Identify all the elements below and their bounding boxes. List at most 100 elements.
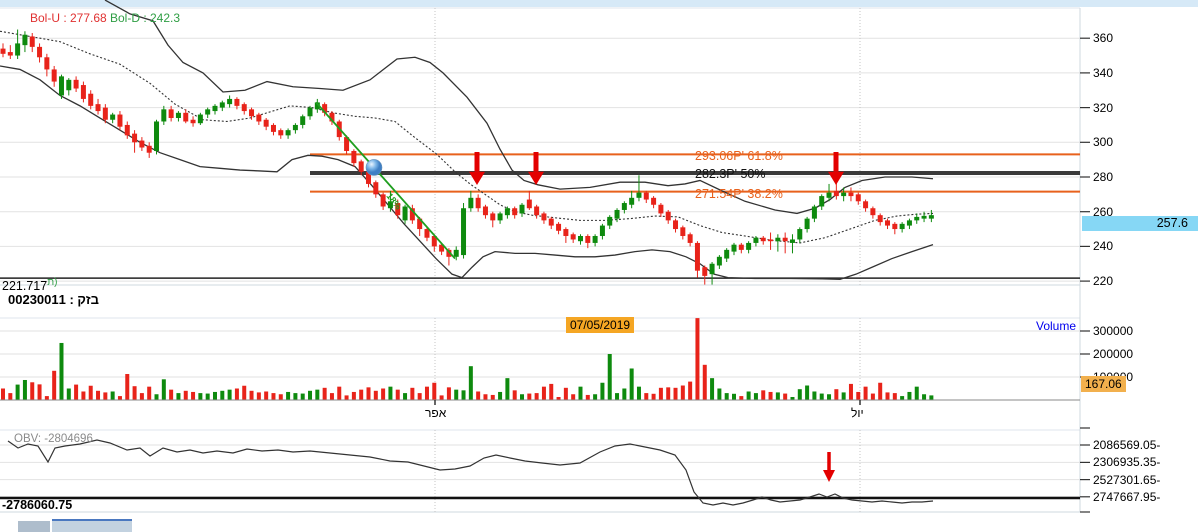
volume-bar	[658, 387, 663, 400]
candle-body	[402, 206, 408, 221]
candle-body	[197, 114, 203, 124]
volume-bar	[212, 391, 217, 400]
candle-body	[841, 192, 847, 197]
candle-body	[819, 196, 825, 207]
candle-body	[117, 114, 123, 127]
candle-body	[351, 150, 357, 164]
candle-body	[234, 98, 240, 106]
volume-bar	[746, 391, 751, 400]
candle-body	[599, 225, 605, 236]
candle-body	[526, 199, 532, 209]
window-corner-fragment[interactable]	[18, 521, 50, 532]
price-axis-label: 320	[1093, 100, 1114, 115]
candle-body	[387, 201, 393, 209]
volume-bar	[761, 390, 766, 400]
volume-bar	[337, 386, 342, 400]
volume-bar	[527, 393, 532, 400]
volume-bar	[329, 393, 334, 400]
candle-body	[848, 192, 854, 197]
volume-bar	[929, 395, 934, 400]
volume-bar	[278, 394, 283, 400]
volume-bar	[812, 391, 817, 400]
candle-body	[811, 206, 817, 219]
volume-bar	[585, 394, 590, 400]
candle-body	[804, 218, 810, 230]
obv-axis-label: 2527301.65-	[1093, 472, 1161, 487]
volume-bar	[234, 388, 239, 400]
volume-bar	[117, 396, 122, 400]
trend-ball-marker[interactable]	[365, 159, 383, 176]
volume-bar	[59, 342, 64, 400]
bollinger-band-line	[0, 65, 934, 281]
candle-body	[621, 203, 627, 210]
candle-body	[175, 112, 181, 119]
volume-bar	[154, 394, 159, 400]
candle-body	[263, 119, 269, 127]
volume-bar	[834, 389, 839, 400]
obv-line	[7, 439, 934, 506]
candle-body	[497, 213, 503, 221]
candle-body	[322, 104, 328, 113]
scrollbar-fragment[interactable]	[52, 519, 132, 532]
candle-body	[746, 242, 752, 250]
volume-bar	[805, 385, 810, 400]
candle-body	[212, 105, 218, 112]
volume-bar	[103, 392, 108, 400]
volume-bar	[359, 389, 364, 400]
volume-bar	[541, 386, 546, 400]
last-price-value: 257.6	[1156, 216, 1188, 230]
candle-body	[914, 216, 920, 221]
candle-body	[249, 109, 255, 117]
support-suffix: ת)	[47, 277, 58, 288]
trend-line[interactable]	[315, 101, 456, 260]
volume-bar	[96, 390, 101, 400]
candle-body	[256, 114, 262, 122]
candle-body	[146, 145, 152, 153]
candle-body	[395, 203, 401, 216]
volume-bar	[249, 390, 254, 400]
down-arrow-head	[828, 171, 844, 185]
candle-body	[490, 213, 496, 221]
volume-bar	[315, 389, 320, 400]
window-top-strip	[0, 0, 1198, 7]
candle-body	[300, 116, 306, 125]
volume-bar	[74, 384, 79, 400]
candle-body	[292, 124, 298, 131]
volume-bar	[827, 394, 832, 400]
volume-bar	[710, 378, 715, 400]
price-axis-label: 300	[1093, 135, 1114, 150]
candle-body	[534, 206, 540, 216]
candle-body	[358, 161, 364, 172]
volume-bar	[753, 393, 758, 400]
down-arrow-stem	[474, 152, 480, 172]
candle-body	[928, 215, 934, 219]
price-axis-label: 220	[1093, 274, 1114, 289]
bollinger-band-line	[104, 0, 934, 215]
volume-bar	[271, 393, 276, 400]
volume-bar	[775, 392, 780, 400]
down-arrow-stem	[827, 452, 831, 470]
volume-bar	[673, 387, 678, 400]
volume-axis-label: 300000	[1093, 324, 1134, 338]
volume-bar	[205, 393, 210, 400]
candle-body	[132, 133, 138, 143]
volume-bar	[622, 388, 627, 400]
obv-value-label: OBV: -2804696	[14, 433, 93, 445]
volume-bar	[132, 386, 137, 400]
candle-body	[724, 249, 730, 259]
candle-body	[570, 234, 576, 240]
volume-bar	[22, 379, 27, 400]
volume-bar	[563, 387, 568, 400]
candle-body	[826, 192, 832, 198]
volume-bar	[556, 397, 561, 400]
candle-body	[58, 76, 64, 96]
candle-body	[66, 79, 72, 91]
candle-body	[877, 215, 883, 223]
volume-bar	[30, 382, 35, 400]
fib-61.8-label: 293.06P' 61.8%	[695, 149, 783, 163]
candle-body	[556, 223, 562, 231]
candle-body	[439, 244, 445, 252]
candle-body	[906, 220, 912, 226]
